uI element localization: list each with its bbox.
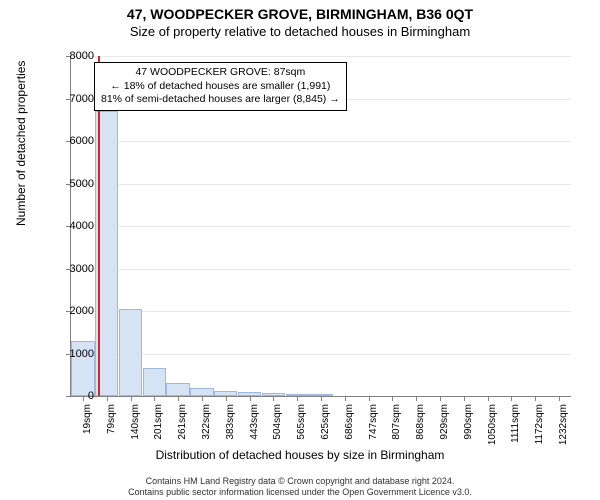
chart-title: 47, WOODPECKER GROVE, BIRMINGHAM, B36 0Q…	[0, 0, 600, 22]
histogram-bar	[190, 388, 213, 396]
xtick-mark	[131, 396, 132, 401]
xtick-label: 1111sqm	[510, 404, 521, 454]
xtick-label: 140sqm	[130, 404, 141, 454]
ytick-label: 2000	[34, 305, 94, 317]
xtick-mark	[440, 396, 441, 401]
ytick-label: 1000	[34, 348, 94, 360]
ytick-label: 0	[34, 390, 94, 402]
xtick-mark	[488, 396, 489, 401]
xtick-mark	[321, 396, 322, 401]
chart-subtitle: Size of property relative to detached ho…	[0, 22, 600, 39]
ytick-label: 4000	[34, 220, 94, 232]
xtick-mark	[345, 396, 346, 401]
xtick-label: 79sqm	[106, 404, 117, 454]
xtick-label: 383sqm	[225, 404, 236, 454]
xtick-mark	[226, 396, 227, 401]
xtick-label: 747sqm	[368, 404, 379, 454]
grid-line	[71, 226, 571, 227]
xtick-label: 929sqm	[439, 404, 450, 454]
grid-line	[71, 354, 571, 355]
ytick-label: 3000	[34, 263, 94, 275]
xtick-mark	[273, 396, 274, 401]
xtick-mark	[559, 396, 560, 401]
xtick-label: 565sqm	[296, 404, 307, 454]
xtick-label: 322sqm	[201, 404, 212, 454]
y-axis-label: Number of detached properties	[14, 61, 28, 226]
xtick-mark	[392, 396, 393, 401]
xtick-mark	[107, 396, 108, 401]
footer-line-1: Contains HM Land Registry data © Crown c…	[0, 476, 600, 487]
xtick-label: 201sqm	[153, 404, 164, 454]
xtick-label: 625sqm	[320, 404, 331, 454]
xtick-mark	[297, 396, 298, 401]
annotation-box: 47 WOODPECKER GROVE: 87sqm ← 18% of deta…	[94, 62, 347, 111]
ytick-label: 8000	[34, 50, 94, 62]
xtick-mark	[202, 396, 203, 401]
xtick-mark	[464, 396, 465, 401]
ytick-label: 5000	[34, 178, 94, 190]
footer-line-2: Contains public sector information licen…	[0, 487, 600, 498]
xtick-mark	[154, 396, 155, 401]
ytick-label: 6000	[34, 135, 94, 147]
chart-container: 47, WOODPECKER GROVE, BIRMINGHAM, B36 0Q…	[0, 0, 600, 500]
grid-line	[71, 269, 571, 270]
grid-line	[71, 141, 571, 142]
annotation-line-1: 47 WOODPECKER GROVE: 87sqm	[101, 66, 340, 80]
ytick-label: 7000	[34, 93, 94, 105]
xtick-mark	[511, 396, 512, 401]
annotation-line-2: ← 18% of detached houses are smaller (1,…	[101, 80, 340, 94]
xtick-label: 1232sqm	[558, 404, 569, 454]
xtick-label: 261sqm	[177, 404, 188, 454]
xtick-label: 443sqm	[249, 404, 260, 454]
xtick-mark	[178, 396, 179, 401]
footer-attribution: Contains HM Land Registry data © Crown c…	[0, 476, 600, 499]
xtick-label: 990sqm	[463, 404, 474, 454]
grid-line	[71, 311, 571, 312]
histogram-bar	[166, 383, 189, 396]
grid-line	[71, 56, 571, 57]
xtick-label: 19sqm	[82, 404, 93, 454]
xtick-mark	[535, 396, 536, 401]
histogram-bar	[119, 309, 142, 396]
xtick-mark	[369, 396, 370, 401]
xtick-mark	[250, 396, 251, 401]
xtick-label: 868sqm	[415, 404, 426, 454]
histogram-bar	[143, 368, 166, 396]
xtick-label: 1050sqm	[487, 404, 498, 454]
grid-line	[71, 184, 571, 185]
xtick-label: 686sqm	[344, 404, 355, 454]
xtick-label: 1172sqm	[534, 404, 545, 454]
xtick-label: 807sqm	[391, 404, 402, 454]
annotation-line-3: 81% of semi-detached houses are larger (…	[101, 93, 340, 107]
xtick-label: 504sqm	[272, 404, 283, 454]
xtick-mark	[416, 396, 417, 401]
